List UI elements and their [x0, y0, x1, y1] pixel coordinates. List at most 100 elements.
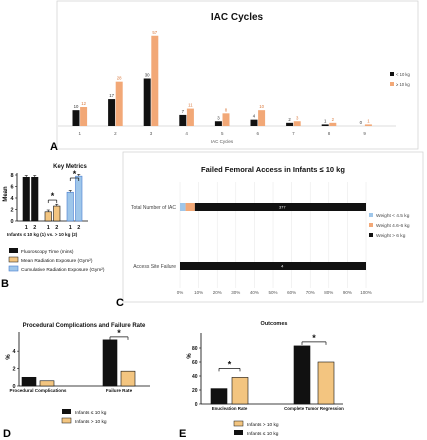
y-tick-label: 8 [10, 173, 13, 179]
bar-infants-under-10kg [21, 376, 37, 387]
panel-e-ylabel: % [187, 353, 193, 359]
data-label: 10 [74, 104, 79, 109]
legend-label: Weight 4.6-6 kg [376, 223, 410, 229]
data-label: 3 [296, 115, 299, 120]
panel-c-failed-femoral-access: Failed Femoral Access in Infants ≤ 10 kg… [116, 151, 424, 309]
panel-a-xlabel: IAC Cycles [211, 139, 234, 144]
bar-infants-over-10kg [231, 377, 249, 405]
bar-under-10kg [179, 114, 187, 126]
y-tick-label: 40 [192, 374, 198, 380]
legend-swatch-tan [233, 420, 244, 427]
data-label: 2 [288, 117, 291, 122]
legend-swatch-tan [8, 256, 19, 263]
x-tick-label: Complete Tumor Regression [284, 406, 344, 411]
data-label: 1 [367, 118, 370, 123]
x-tick-label: 80% [324, 290, 333, 295]
panel-c-title: Failed Femoral Access in Infants ≤ 10 kg [201, 165, 345, 174]
x-tick-label: 7 [292, 131, 295, 136]
x-tick-label: 100% [360, 290, 372, 295]
panel-letter-a: A [50, 141, 58, 153]
y-tick-label: 20 [192, 388, 198, 394]
legend-swatch-tan [61, 417, 72, 424]
legend-label: Infants ≤ 10 kg [247, 431, 279, 437]
bar-under-10kg [72, 110, 80, 126]
bar-over-10kg [186, 108, 194, 126]
bar-over-10kg [222, 113, 230, 126]
y-tick-label: 4 [12, 349, 16, 355]
x-tick-label: 2 [77, 225, 80, 231]
panel-d-legend: Infants ≤ 10 kg Infants > 10 kg [61, 409, 107, 425]
panel-e-outcomes: Outcomes % 0 20 40 60 80 Enucleation Rate Com… [179, 321, 344, 440]
data-label: 7 [182, 109, 185, 114]
b-sig-mean-star: * [51, 191, 55, 201]
bar-over-10kg [115, 81, 123, 126]
data-label: 2 [332, 117, 335, 122]
e-sig-enucleation-star: * [228, 359, 232, 369]
stacked-segment [185, 203, 195, 211]
y-tick-label: 2 [12, 367, 15, 373]
panel-b-xlabel: Infants ≤ 10 kg (1) vs. > 10 kg (2) [7, 232, 78, 237]
metric-bar [22, 177, 30, 222]
y-category-label: Access Site Failure [133, 264, 176, 270]
legend-label: Fluoroscopy Time (mins) [21, 249, 74, 255]
metric-bar [53, 205, 61, 222]
x-tick-label: 10% [194, 290, 203, 295]
x-tick-label: 60% [287, 290, 296, 295]
bar-over-10kg [329, 122, 337, 126]
x-tick-label: 2 [114, 131, 117, 136]
x-tick-label: 1 [79, 131, 82, 136]
legend-label: Cumulative Radiation Exposure (Gym²) [21, 267, 105, 273]
bar-infants-under-10kg [102, 339, 118, 387]
x-tick-label: 0% [177, 290, 184, 295]
x-tick-label: 90% [343, 290, 352, 295]
x-tick-label: 40% [250, 290, 259, 295]
panel-d-title: Procedural Complications and Failure Rat… [23, 323, 146, 329]
panel-b-legend: Fluoroscopy Time (mins) Mean Radiation E… [8, 248, 105, 273]
legend-swatch-black [234, 430, 243, 435]
metric-bar [44, 211, 52, 222]
metric-bar [66, 191, 74, 222]
y-category-label: Total Number of IAC [131, 205, 176, 211]
bar-infants-over-10kg [39, 380, 55, 387]
bar-under-10kg [108, 99, 116, 126]
panel-letter-d: D [3, 428, 11, 440]
panel-letter-e: E [179, 428, 186, 440]
legend-swatch-black [369, 233, 373, 237]
x-tick-label: 70% [306, 290, 315, 295]
panel-d-complications: Procedural Complications and Failure Rat… [3, 323, 150, 440]
x-tick-label: 8 [328, 131, 331, 136]
y-tick-label: 80 [192, 346, 198, 352]
data-label: 17 [109, 93, 114, 98]
x-tick-label: 1 [25, 225, 28, 231]
panel-a-legend: < 10 kg ≥ 10 kg [390, 72, 411, 87]
data-label: 12 [81, 101, 86, 106]
bar-over-10kg [80, 107, 88, 126]
legend-label: < 10 kg [396, 72, 411, 77]
y-tick-label: 6 [10, 185, 13, 191]
data-label: 10 [259, 104, 264, 109]
x-tick-label: 1 [69, 225, 72, 231]
legend-label: Infants > 10 kg [247, 422, 279, 428]
y-tick-label: 4 [10, 196, 14, 202]
data-label: 11 [188, 103, 193, 108]
x-tick-label: 9 [363, 131, 366, 136]
data-label: 28 [117, 76, 122, 81]
legend-label: Weight < 4.5 kg [376, 213, 410, 219]
x-tick-label: 3 [150, 131, 153, 136]
legend-label: Weight > 6 kg [376, 233, 406, 239]
y-tick-label: 60 [192, 360, 198, 366]
legend-swatch-black [390, 72, 394, 76]
bar-infants-over-10kg [120, 370, 136, 387]
x-tick-label: 50% [268, 290, 277, 295]
legend-label: Infants > 10 kg [75, 419, 107, 425]
legend-swatch-black [9, 248, 18, 253]
y-tick-label: 2 [10, 208, 13, 214]
data-label: 57 [152, 30, 157, 35]
panel-d-ylabel: % [6, 354, 12, 360]
metric-bar [31, 177, 39, 222]
panel-e-legend: Infants > 10 kg Infants ≤ 10 kg [233, 420, 279, 437]
legend-label: ≥ 10 kg [396, 82, 410, 87]
